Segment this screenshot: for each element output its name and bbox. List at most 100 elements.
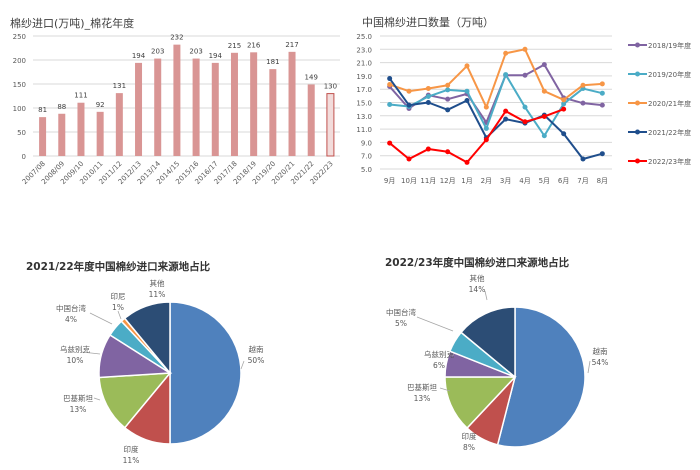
pie-chart-2021-22-panel: 2021/22年度中国棉纱进口来源地占比 越南 50% 印度 11% 巴基斯坦 13% 乌兹… [0, 245, 350, 470]
bar-value-label: 130 [324, 83, 337, 91]
data-point [445, 82, 451, 88]
pie-pct: 10% [67, 356, 84, 365]
y-tick-label: 200 [13, 57, 26, 65]
data-point [541, 113, 547, 119]
data-point [483, 137, 489, 143]
pie-slice [98, 372, 172, 429]
bar-value-label: 203 [189, 48, 202, 56]
y-tick-label: 23.0 [356, 46, 372, 54]
data-point [483, 104, 489, 110]
x-tick-label: 5月 [539, 177, 550, 185]
pie-label: 印度 [124, 444, 139, 454]
y-tick-label: 250 [13, 33, 26, 41]
data-point [522, 46, 528, 52]
leader-line [89, 312, 113, 325]
pie-label: 越南 [249, 344, 264, 354]
data-point [464, 88, 470, 94]
bar [154, 58, 162, 157]
data-point [483, 125, 489, 131]
bar [250, 52, 258, 156]
data-point [599, 151, 605, 157]
x-tick-label: 12月 [440, 177, 456, 185]
pie-pct: 11% [123, 456, 140, 465]
pie-label: 巴基斯坦 [63, 393, 93, 403]
x-tick-label: 6月 [558, 177, 569, 185]
data-point [425, 86, 431, 92]
data-point [541, 88, 547, 94]
y-tick-label: 150 [13, 81, 26, 89]
bar-value-label: 194 [209, 52, 223, 60]
x-tick-label: 8月 [597, 177, 608, 185]
data-point [503, 72, 509, 78]
bar [326, 93, 335, 157]
pie-chart-2021-22: 越南 50% 印度 11% 巴基斯坦 13% 乌兹别克 10% 中国台湾 4% 印尼 1% 其他 11% [56, 278, 265, 465]
pie-pct: 1% [112, 303, 124, 312]
bar-chart-title: 棉纱进口(万吨)_棉花年度 [10, 17, 135, 30]
bar-value-label: 111 [74, 92, 87, 100]
bar-value-label: 194 [132, 52, 146, 60]
pie-label: 中国台湾 [386, 307, 416, 317]
bar [58, 113, 66, 156]
data-point [445, 107, 451, 113]
pie-label: 印度 [462, 431, 477, 441]
x-tick-label: 10月 [401, 177, 417, 185]
bar-value-label: 88 [57, 103, 66, 111]
line-series [389, 48, 603, 109]
leader-line [484, 290, 488, 301]
y-tick-label: 7.0 [361, 153, 372, 161]
data-point [599, 102, 605, 108]
bar-value-label: 215 [228, 42, 241, 50]
y-tick-label: 21.0 [356, 60, 372, 68]
bar [211, 62, 219, 156]
y-tick-label: 25.0 [356, 33, 372, 41]
bar-value-label: 92 [96, 101, 105, 109]
data-point [464, 63, 470, 69]
bar [307, 84, 315, 156]
data-point [387, 140, 393, 146]
leader-line [117, 310, 122, 320]
pie-pct: 6% [433, 361, 445, 370]
line-series [389, 73, 603, 137]
legend-label: 2019/20年度 [648, 70, 691, 79]
x-tick-label: 7月 [577, 177, 588, 185]
legend-item: 2019/20年度 [628, 70, 691, 79]
legend-label: 2020/21年度 [648, 99, 691, 108]
data-point [541, 133, 547, 139]
bar-chart-panel: 棉纱进口(万吨)_棉花年度 0 50 100 150 200 250 81 2007/08 88… [0, 0, 350, 235]
bar [96, 111, 104, 156]
bar-value-label: 181 [266, 58, 279, 66]
x-tick-label: 9月 [384, 177, 395, 185]
leader-line [587, 360, 591, 374]
data-point [425, 146, 431, 152]
bar-value-label: 131 [113, 82, 126, 90]
y-tick-label: 19.0 [356, 73, 372, 81]
bar [77, 102, 85, 156]
data-point [522, 104, 528, 110]
data-point [445, 149, 451, 155]
data-point [464, 98, 470, 104]
legend-label: 2022/23年度 [648, 157, 691, 166]
legend-item: 2021/22年度 [628, 128, 691, 137]
pie-label: 乌兹别克 [60, 344, 90, 354]
line-chart-panel: 中国棉纱进口数量（万吨） 5.0 7.0 9.0 11.0 13.0 15.0 17.0 19… [350, 0, 700, 235]
pie-pct: 50% [248, 356, 265, 365]
bar [288, 51, 296, 157]
pie-pct: 13% [414, 394, 431, 403]
bar-value-label: 149 [305, 73, 318, 81]
pie-label: 其他 [150, 278, 165, 288]
legend-item: 2020/21年度 [628, 99, 691, 108]
bar [269, 69, 277, 156]
pie-label: 其他 [470, 273, 485, 283]
data-point [387, 76, 393, 82]
data-point [387, 101, 393, 107]
legend-item: 2022/23年度 [628, 157, 691, 166]
x-tick-label: 11月 [420, 177, 436, 185]
legend-label: 2021/22年度 [648, 128, 691, 137]
leader-line [416, 316, 454, 332]
pie-slice [169, 301, 242, 445]
data-point [503, 108, 509, 114]
y-tick-label: 100 [13, 105, 26, 113]
pie-pct: 8% [463, 443, 475, 452]
legend-label: 2018/19年度 [648, 41, 691, 50]
data-point [599, 81, 605, 87]
